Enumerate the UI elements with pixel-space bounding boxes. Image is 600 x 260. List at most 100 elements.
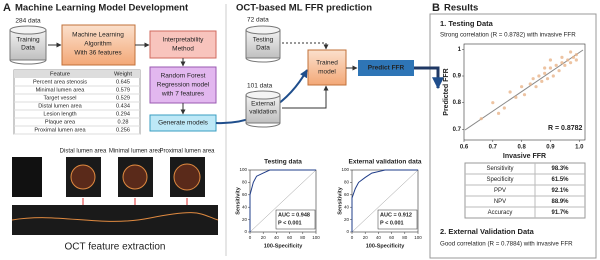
label: Good correlation (R = 0.7884) with invas… xyxy=(440,241,573,248)
label: Distal lumen area xyxy=(38,103,82,109)
y-tick-label: 0.8 xyxy=(453,100,462,106)
x-tick-label: 100 xyxy=(312,235,320,240)
label: 101 data xyxy=(247,83,273,90)
scatter-point xyxy=(531,77,535,81)
label: With 36 features xyxy=(74,50,122,57)
label: OCT feature extraction xyxy=(65,242,166,253)
scatter-point xyxy=(508,90,512,94)
label: Regression model xyxy=(157,82,210,89)
x-tick-label: 80 xyxy=(300,235,306,240)
scatter-point xyxy=(554,63,558,67)
scatter-point xyxy=(568,61,573,65)
y-tick-label: 100 xyxy=(239,167,247,172)
cylinder-top xyxy=(245,90,281,100)
label: 0.645 xyxy=(116,79,130,85)
y-tick-label: 60 xyxy=(344,192,350,197)
metrics-table xyxy=(464,162,586,219)
plot-frame xyxy=(463,43,586,141)
label: 0.529 xyxy=(116,95,130,101)
label: Machine Learning Model Development xyxy=(15,3,189,14)
label: 0.294 xyxy=(116,111,130,117)
x-tick-label: 0 xyxy=(351,235,354,240)
label: model xyxy=(318,69,336,76)
label: Generate models xyxy=(158,120,209,127)
scatter-point xyxy=(534,85,538,89)
reference-line xyxy=(249,169,317,233)
label: Method xyxy=(172,46,194,53)
scatter-point xyxy=(548,66,553,70)
label: AUC = 0.912 xyxy=(380,212,412,218)
label: Target vessel xyxy=(44,95,77,101)
label: NPV xyxy=(494,199,506,205)
label: External validation data xyxy=(349,159,422,166)
x-tick-label: 0.6 xyxy=(460,145,469,151)
x-tick-label: 0.7 xyxy=(489,145,498,151)
cylinder-bottom xyxy=(9,59,47,65)
y-tick-label: 60 xyxy=(242,192,248,197)
scatter-point xyxy=(548,58,553,62)
label: Sensitivity xyxy=(235,186,241,214)
scatter-point xyxy=(568,50,573,54)
label: Data xyxy=(21,45,35,52)
label: 1. Testing Data xyxy=(440,19,494,28)
x-tick-label: 60 xyxy=(389,235,395,240)
label: Minimal lumen area xyxy=(109,149,162,155)
scatter-point xyxy=(557,69,561,73)
label: Predict FFR xyxy=(368,65,405,72)
x-tick-label: 100 xyxy=(414,235,422,240)
label: Distal lumen area xyxy=(60,149,107,155)
roc-curve xyxy=(351,169,418,232)
y-tick-label: 1 xyxy=(458,47,462,53)
scatter-point xyxy=(543,66,547,70)
label: 100-Specificity xyxy=(264,243,303,249)
x-tick-label: 0.8 xyxy=(517,145,526,151)
cylinder-bottom xyxy=(245,122,281,128)
y-tick-label: 40 xyxy=(242,204,248,209)
scatter-point xyxy=(566,58,570,62)
label: External xyxy=(251,101,275,108)
label: Training xyxy=(16,37,40,44)
scatter-point xyxy=(479,117,483,121)
label: Weight xyxy=(114,72,132,78)
y-tick-label: 100 xyxy=(341,167,349,172)
scatter-point xyxy=(537,74,541,78)
scatter-point xyxy=(528,82,532,86)
scatter-point xyxy=(571,55,576,59)
label: 72 data xyxy=(247,17,269,24)
y-tick-label: 0.9 xyxy=(453,74,462,80)
x-tick-label: 80 xyxy=(402,235,408,240)
label: Sensitivity xyxy=(486,166,513,172)
label: Predicted FFR xyxy=(443,68,450,115)
label: P < 0.001 xyxy=(380,220,404,226)
label: Data xyxy=(256,45,270,52)
y-tick-label: 0 xyxy=(244,229,247,234)
label: 91.7% xyxy=(551,210,569,216)
scatter-point xyxy=(574,53,578,57)
label: Lesion length xyxy=(43,111,76,117)
cylinder xyxy=(245,94,281,124)
y-tick-label: 20 xyxy=(242,217,248,222)
cylinder-top xyxy=(9,25,47,35)
label: 0.256 xyxy=(116,127,130,133)
x-tick-label: 0.9 xyxy=(546,145,555,151)
scatter-point xyxy=(522,93,527,97)
label: 100-Specificity xyxy=(366,243,405,249)
label: Minimal lumen area xyxy=(36,87,86,93)
y-tick-label: 20 xyxy=(344,217,350,222)
label: Machine Learning xyxy=(72,32,124,39)
label: validation xyxy=(249,109,277,116)
label: Accuracy xyxy=(488,210,513,216)
y-tick-label: 0 xyxy=(346,229,349,234)
scatter-point xyxy=(574,58,578,62)
label: Sensitivity xyxy=(337,186,343,214)
label: Plaque area xyxy=(45,119,76,125)
scatter-point xyxy=(545,77,550,81)
label: 0.579 xyxy=(116,87,130,93)
label: A xyxy=(3,2,11,14)
scatter-point xyxy=(563,63,567,67)
label: 98.3% xyxy=(551,166,569,172)
scatter-point xyxy=(551,74,555,78)
label: OCT-based ML FFR prediction xyxy=(236,3,372,14)
scatter-point xyxy=(543,71,547,75)
